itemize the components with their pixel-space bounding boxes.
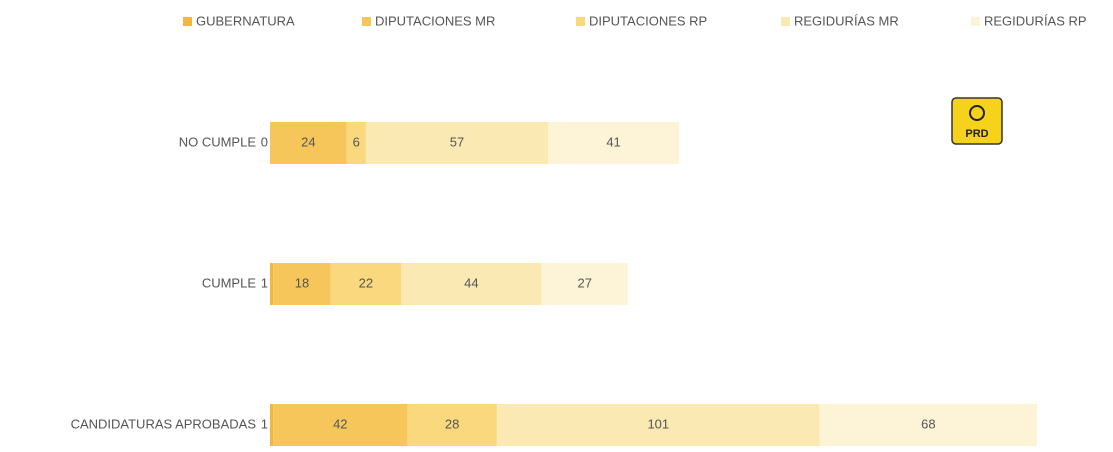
bar-segment [365, 122, 549, 164]
value-label: 22 [359, 275, 373, 290]
value-label: 18 [295, 275, 309, 290]
legend-label: DIPUTACIONES MR [375, 13, 495, 28]
legend-label: REGIDURÍAS MR [794, 13, 899, 28]
bar-segment [407, 404, 497, 446]
legend-label: REGIDURÍAS RP [984, 13, 1087, 28]
legend-swatch [183, 17, 192, 26]
legend-label: DIPUTACIONES RP [589, 13, 707, 28]
category-label: CUMPLE [202, 275, 257, 290]
legend-label: GUBERNATURA [196, 13, 295, 28]
legend-swatch [781, 17, 790, 26]
bar-segment [401, 263, 542, 305]
value-label: 1 [261, 416, 268, 431]
value-label: 44 [464, 275, 478, 290]
bar-segment [273, 263, 331, 305]
value-label: 6 [353, 134, 360, 149]
value-label: 41 [606, 134, 620, 149]
value-label: 1 [261, 275, 268, 290]
category-label: NO CUMPLE [179, 134, 257, 149]
legend-swatch [576, 17, 585, 26]
value-label: 68 [921, 416, 935, 431]
logo: PRD [951, 97, 1003, 145]
logo-sun [969, 105, 985, 121]
value-label: 0 [261, 134, 268, 149]
bar-segment [330, 263, 402, 305]
bar-segment [541, 263, 628, 305]
value-label: 27 [578, 275, 592, 290]
bar-segment [346, 122, 366, 164]
value-label: 24 [301, 134, 315, 149]
bar-segment [273, 404, 408, 446]
value-label: 101 [647, 416, 669, 431]
logo-text: PRD [965, 128, 988, 140]
bar-segment [496, 404, 820, 446]
value-label: 42 [333, 416, 347, 431]
value-label: 28 [445, 416, 459, 431]
value-label: 57 [450, 134, 464, 149]
legend-swatch [362, 17, 371, 26]
legend-swatch [971, 17, 980, 26]
bar-segment [270, 404, 274, 446]
bar-segment [270, 122, 347, 164]
bar-segment [270, 263, 274, 305]
category-label: CANDIDATURAS APROBADAS [71, 416, 257, 431]
bar-segment [548, 122, 680, 164]
bar-segment [819, 404, 1037, 446]
